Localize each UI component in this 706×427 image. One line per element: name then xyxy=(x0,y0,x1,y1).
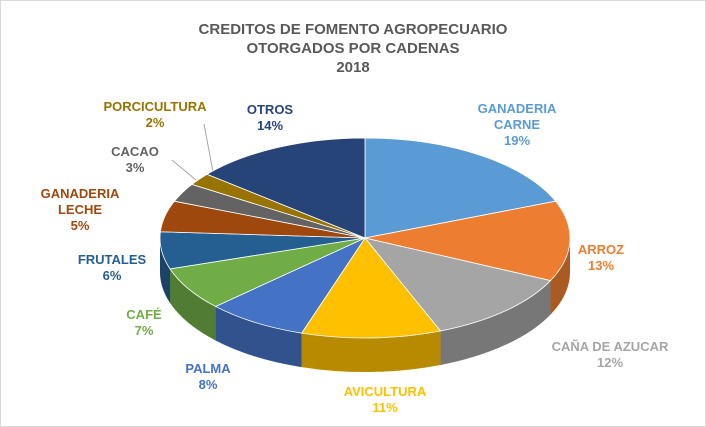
pie-side-shade xyxy=(301,330,441,373)
pie-side xyxy=(215,306,302,368)
title-line: OTORGADOS POR CADENAS xyxy=(246,40,460,57)
slice-label: AVICULTURA 11% xyxy=(315,384,455,416)
category-name: CAÑA DE AZUCAR xyxy=(551,339,669,354)
pie-side xyxy=(440,280,551,365)
pie-side xyxy=(301,330,441,373)
value-label: 7% xyxy=(134,323,154,338)
slice-label: FRUTALES 6% xyxy=(62,252,162,284)
pie-slice xyxy=(364,137,557,239)
category-name: FRUTALES xyxy=(77,252,147,267)
pie-side-shade xyxy=(215,306,302,368)
slice-label: GANADERIA LECHE 5% xyxy=(30,186,130,234)
value-label: 3% xyxy=(125,160,145,175)
value-label: 6% xyxy=(102,268,122,283)
pie-side xyxy=(550,238,570,315)
value-label: 11% xyxy=(372,400,398,415)
value-label: 5% xyxy=(70,218,90,233)
category-name: AVICULTURA xyxy=(343,384,427,399)
value-label: 19% xyxy=(503,133,531,148)
pie-slice xyxy=(363,237,552,332)
value-label: 13% xyxy=(587,258,615,273)
slice-label: ARROZ 13% xyxy=(551,242,651,274)
slice-label: CAFÉ 7% xyxy=(94,307,194,339)
category-name: CACAO xyxy=(111,144,159,159)
slice-label: PALMA 8% xyxy=(158,361,258,393)
pie-side-shade xyxy=(440,280,551,365)
pie-slice xyxy=(206,137,366,239)
value-label: 2% xyxy=(145,115,165,130)
value-label: 12% xyxy=(596,355,624,370)
category-name: PORCICULTURA xyxy=(103,99,207,114)
leader-line xyxy=(171,159,197,181)
leader-line xyxy=(203,123,214,173)
category-name: GANADERIA LECHE xyxy=(40,186,120,217)
pie-slice xyxy=(364,200,571,282)
category-name: PALMA xyxy=(185,361,231,376)
pie-side xyxy=(170,268,216,341)
category-name: OTROS xyxy=(246,102,294,117)
value-label: 14% xyxy=(256,118,284,133)
pie-slice xyxy=(300,237,442,339)
pie-slice xyxy=(214,237,367,334)
slice-label: PORCICULTURA 2% xyxy=(95,99,215,131)
slice-label: OTROS 14% xyxy=(220,102,320,134)
pie-side-shade xyxy=(170,268,216,341)
category-name: GANADERIA CARNE xyxy=(477,101,557,132)
slice-label: CACAO 3% xyxy=(85,144,185,176)
chart-subtitle: 2018 xyxy=(336,59,370,76)
slice-label: CAÑA DE AZUCAR 12% xyxy=(520,339,700,371)
category-name: CAFÉ xyxy=(126,307,162,322)
title-line: CREDITOS DE FOMENTO AGROPECUARIO xyxy=(198,21,508,38)
category-name: ARROZ xyxy=(577,242,625,257)
chart-title: CREDITOS DE FOMENTO AGROPECUARIO OTORGAD… xyxy=(0,20,706,77)
slice-label: GANADERIA CARNE 19% xyxy=(467,101,567,149)
pie-side-shade xyxy=(550,238,570,315)
value-label: 8% xyxy=(198,377,218,392)
